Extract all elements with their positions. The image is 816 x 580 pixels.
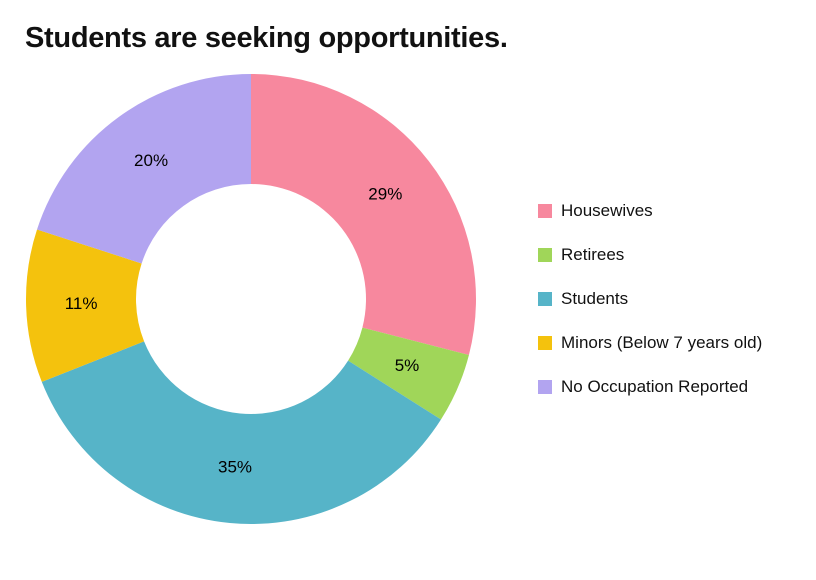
legend-item-minors-below-7-years-old: Minors (Below 7 years old): [538, 333, 762, 353]
legend-label: Retirees: [561, 245, 625, 264]
legend-label: Students: [561, 289, 629, 308]
slice-value-label: 20%: [134, 151, 168, 170]
slice-value-label: 29%: [368, 184, 402, 203]
legend-item-housewives: Housewives: [538, 201, 762, 221]
legend-swatch: [538, 248, 552, 262]
legend-label: Minors (Below 7 years old): [561, 333, 763, 352]
legend-item-students: Students: [538, 289, 762, 309]
legend-item-retirees: Retirees: [538, 245, 762, 265]
chart-row: 29% 5% 35% 11% 20% Housewives Retirees Student…: [0, 64, 816, 534]
pie-slice-housewives: [251, 74, 476, 355]
legend-label: Housewives: [561, 201, 653, 220]
pie-slice-no-occupation-reported: [37, 74, 251, 264]
slice-value-label: 5%: [395, 356, 420, 375]
donut-chart: 29% 5% 35% 11% 20%: [25, 74, 476, 524]
chart-title: Students are seeking opportunities.: [25, 22, 508, 54]
legend-label: No Occupation Reported: [561, 377, 749, 396]
legend-swatch: [538, 336, 552, 350]
legend: Housewives Retirees Students Minors (Below …: [538, 189, 762, 409]
legend-item-no-occupation-reported: No Occupation Reported: [538, 377, 762, 397]
legend-swatch: [538, 380, 552, 394]
slice-value-label: 11%: [65, 294, 98, 313]
legend-swatch: [538, 204, 552, 218]
pie-slice-minors-below-7-years-old: [25, 229, 145, 382]
slice-value-label: 35%: [218, 458, 252, 477]
pie-slice-students: [41, 341, 441, 524]
pie-slice-retirees: [348, 327, 469, 420]
legend-swatch: [538, 292, 552, 306]
